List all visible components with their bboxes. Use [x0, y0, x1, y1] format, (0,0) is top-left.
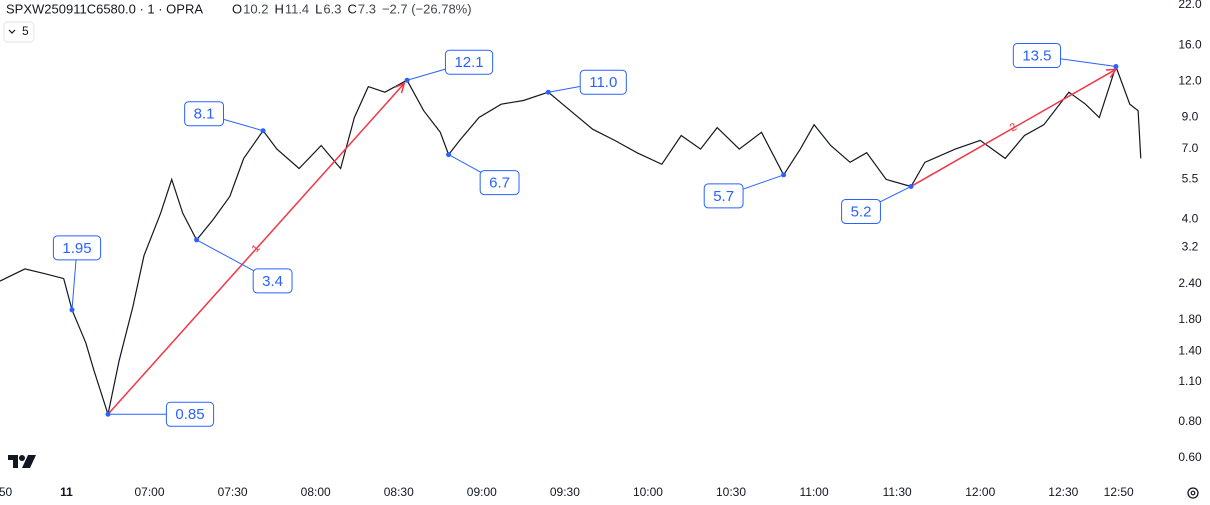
annotation-point — [194, 237, 200, 243]
x-tick-label: 09:30 — [550, 485, 580, 499]
annotation-box — [479, 170, 520, 196]
ohlc-value: 11.4 — [285, 1, 309, 16]
trend-arrow — [910, 68, 1117, 188]
x-tick-label: 11 — [60, 485, 73, 499]
annotation: 5.7 — [703, 183, 744, 209]
ohlc-value: 7.3 — [358, 1, 376, 16]
ohlc-key: H — [274, 1, 283, 16]
y-tick-label: 1.10 — [1178, 374, 1202, 388]
interval-button[interactable] — [3, 21, 35, 43]
chevron-icon — [8, 29, 16, 34]
arrow-head — [394, 82, 406, 94]
annotation: 1.95 — [52, 235, 102, 261]
annotation-box — [52, 235, 102, 261]
annotation-label: 5.2 — [851, 203, 872, 220]
annotation-box — [1012, 42, 1062, 68]
x-tick-label: 10:00 — [633, 485, 663, 499]
x-tick-label: 08:00 — [301, 485, 331, 499]
trend-arrow — [107, 82, 405, 415]
price-line — [0, 64, 1142, 417]
x-tick-label: 07:30 — [218, 485, 248, 499]
annotation-point — [908, 183, 914, 189]
interval-value: 5 — [22, 24, 29, 38]
y-tick-label: 0.60 — [1178, 450, 1202, 464]
x-tick-label: 07:00 — [135, 485, 165, 499]
annotation-box — [579, 69, 627, 95]
arrow-label: 2 — [1008, 121, 1019, 134]
x-tick-label: 12:50 — [1104, 485, 1134, 499]
annotation: 3.4 — [252, 268, 293, 294]
annotation: 6.7 — [479, 170, 520, 196]
annotation-point — [545, 89, 551, 95]
y-tick-label: 9.0 — [1182, 110, 1199, 124]
annotation-label: 3.4 — [262, 273, 283, 290]
x-tick-label: 12:00 — [965, 485, 995, 499]
ohlc-key: C — [347, 1, 356, 16]
x-tick-label: 11:30 — [883, 485, 912, 499]
annotation: 0.85 — [165, 401, 215, 427]
annotation: 12.1 — [444, 49, 494, 75]
annotation: 13.5 — [1012, 42, 1062, 68]
annotation-box — [252, 268, 293, 294]
annotation-box — [444, 49, 494, 75]
ohlc-key: O — [232, 1, 242, 16]
annotation-label: 0.85 — [175, 406, 204, 423]
annotation-point — [446, 152, 452, 158]
y-tick-label: 16.0 — [1178, 37, 1202, 51]
x-tick-label: 11:00 — [800, 485, 829, 499]
ohlc-value: 6.3 — [323, 1, 341, 16]
annotation-point — [260, 128, 266, 134]
annotation-label: 1.95 — [62, 240, 91, 257]
y-tick-label: 1.80 — [1178, 312, 1202, 326]
y-tick-label: 3.2 — [1182, 240, 1199, 254]
annotation-point — [404, 77, 410, 83]
annotation-box — [165, 401, 215, 427]
annotation: 5.2 — [841, 198, 881, 224]
y-tick-label: 12.0 — [1178, 73, 1202, 87]
tv-logo — [8, 455, 36, 468]
y-tick-label: 5.5 — [1182, 172, 1199, 186]
annotation-point — [105, 411, 111, 417]
annotation: 11.0 — [579, 69, 627, 95]
y-tick-label: 4.0 — [1182, 212, 1199, 226]
ohlc-values: O 10.2 H 11.4 L 6.3 C 7.3 −2.7 (−26.78%) — [232, 1, 472, 16]
annotation-label: 6.7 — [489, 175, 510, 192]
symbol: SPXW250911C6580.0 · 1 · OPRA — [6, 1, 203, 16]
y-tick-label: 0.80 — [1178, 414, 1202, 428]
ohlc-key: L — [315, 1, 322, 16]
x-tick-label: 08:30 — [384, 485, 414, 499]
annotation-label: 12.1 — [454, 54, 483, 71]
x-tick-label: 12:30 — [1048, 485, 1078, 499]
annotation-label: 5.7 — [713, 188, 734, 205]
x-tick-label: 50 — [0, 485, 13, 499]
x-tick-label: 09:00 — [467, 485, 497, 499]
y-tick-label: 1.40 — [1178, 344, 1202, 358]
annotation-point — [69, 307, 75, 313]
change: −2.7 (−26.78%) — [382, 1, 472, 16]
annotation-box — [841, 198, 881, 224]
ohlc-value: 10.2 — [243, 1, 268, 16]
annotation-point — [1113, 63, 1119, 69]
annotation: 8.1 — [184, 101, 224, 127]
y-tick-label: 22.0 — [1178, 0, 1202, 11]
arrow-head — [1105, 68, 1118, 78]
annotation-label: 11.0 — [589, 74, 617, 91]
annotation-box — [184, 101, 224, 127]
y-tick-label: 7.0 — [1182, 141, 1199, 155]
settings-icon[interactable] — [1187, 487, 1199, 499]
y-tick-label: 2.40 — [1178, 276, 1202, 290]
x-tick-label: 10:30 — [716, 485, 746, 499]
annotation-label: 8.1 — [194, 106, 215, 123]
annotation-box — [703, 183, 744, 209]
annotation-point — [781, 172, 787, 178]
annotation-label: 13.5 — [1022, 47, 1051, 64]
